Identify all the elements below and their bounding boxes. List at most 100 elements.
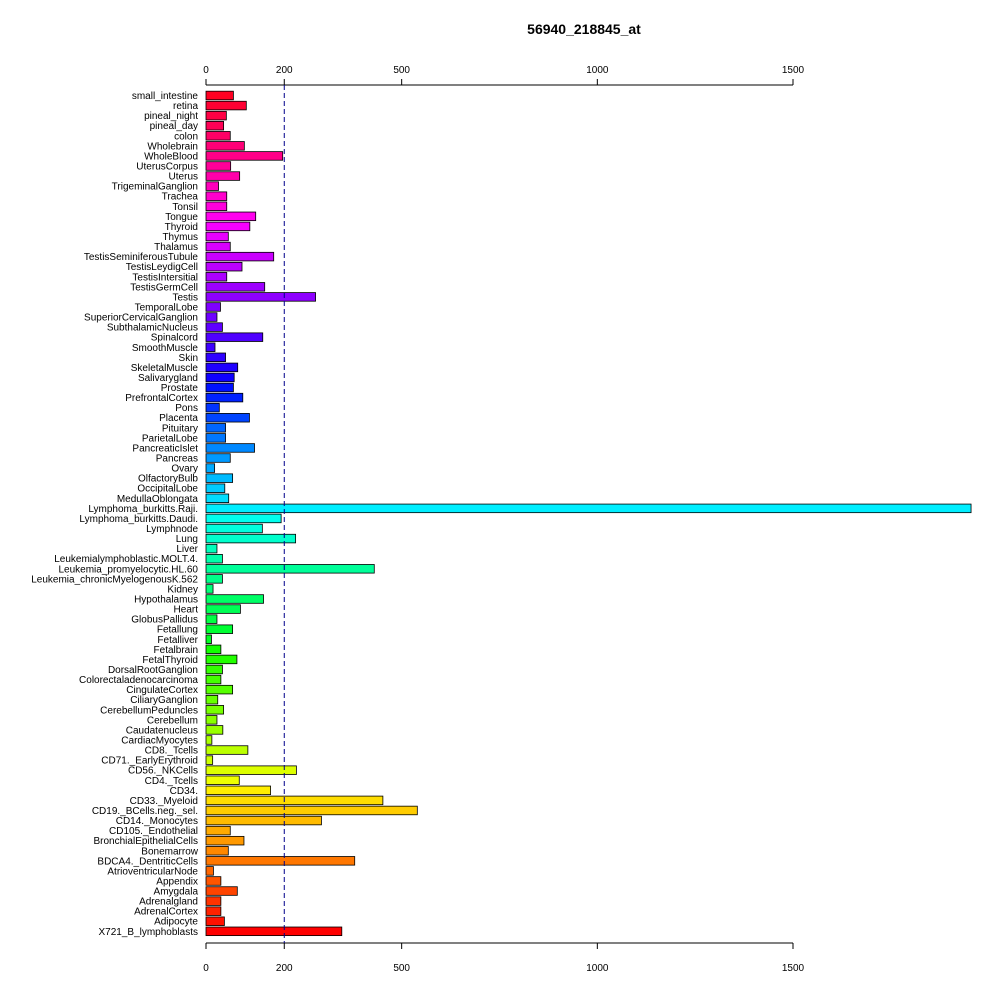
bar [205,221,251,232]
bar [205,644,222,655]
category-label: CD4._Tcells [145,776,198,787]
category-label: TemporalLobe [135,302,199,313]
category-label: CD14._Monocytes [116,816,198,827]
bar [205,715,218,725]
category-label: Fetallung [157,625,198,636]
bar [205,493,230,504]
bar [205,231,229,242]
bar [205,705,225,715]
category-label: colon [174,131,198,142]
bar [205,916,225,926]
category-label: Adrenalgland [139,897,198,908]
bar [205,261,243,272]
category-label: Pons [175,403,198,414]
bar [205,423,226,433]
category-label: Thalamus [154,242,198,253]
top-axis-tick-label: 1000 [586,65,609,76]
top-axis-tick-label: 200 [276,65,293,76]
category-label: Uterus [169,172,198,183]
category-label: OccipitalLobe [137,484,198,495]
bar [205,825,231,836]
category-label: ParietalLobe [142,433,199,444]
top-axis-tick-label: 1500 [782,65,805,76]
top-axis-tick-label: 0 [203,65,209,76]
bar [205,745,249,755]
bar [205,624,234,634]
bar [205,795,384,806]
category-label: Fetalliver [157,635,198,646]
bar [205,594,264,604]
bar [205,201,228,211]
category-label: PrefrontalCortex [125,393,198,404]
bottom-axis-tick-label: 200 [276,963,293,974]
category-label: OlfactoryBulb [138,474,198,485]
category-label: small_intestine [132,91,199,102]
category-label: UterusCorpus [136,161,198,172]
category-label: Caudatenucleus [126,725,198,736]
bar [205,251,275,262]
category-label: Lymphoma_burkitts.Daudi. [79,514,198,525]
bar [205,866,214,876]
bar [205,433,226,443]
category-label: CerebellumPeduncles [100,705,198,716]
category-label: Ovary [171,464,198,475]
bar [205,312,218,322]
bar [205,90,234,101]
top-axis-tick-label: 500 [393,65,410,76]
category-label: FetalThyroid [142,655,198,666]
bar [205,785,271,796]
category-label: CD71._EarlyErythroid [101,756,198,767]
category-label: Skin [179,353,198,364]
category-label: Thymus [162,232,198,243]
category-label: TrigeminalGanglion [112,182,198,193]
category-label: CD8._Tcells [145,746,198,757]
bar [205,564,375,574]
bar [205,110,227,121]
bar [205,554,223,564]
category-label: TestisIntersitial [132,272,198,283]
category-label: Heart [174,605,199,616]
category-label: SubthalamicNucleus [107,323,198,334]
bar [205,272,228,282]
bar [205,674,222,685]
category-label: Spinalcord [151,333,198,344]
category-label: SuperiorCervicalGanglion [84,313,198,324]
bar [205,896,222,906]
bar [205,775,240,785]
bar [205,473,234,483]
bar [205,131,231,141]
bar [205,382,234,393]
bar [205,523,263,534]
category-label: Leukemialymphoblastic.MOLT.4. [54,554,198,565]
bar [205,151,284,161]
category-label: Fetalbrain [154,645,198,656]
bar [205,292,316,302]
bar [205,483,226,493]
bar [205,755,214,765]
category-label: Tonsil [172,202,198,213]
category-label: Tongue [165,212,198,223]
chart-title: 56940_218845_at [527,21,641,37]
category-label: WholeBlood [144,151,198,162]
category-label: Hypothalamus [134,595,198,606]
bar [205,695,219,705]
category-label: Amygdala [154,887,199,898]
bar [205,664,223,675]
bar [205,725,224,735]
bar [205,513,282,524]
bar [205,352,226,363]
bar [205,835,245,846]
category-label: DorsalRootGanglion [108,665,198,676]
category-label: CardiacMyocytes [121,735,198,746]
bar [205,463,216,473]
bar [205,574,223,584]
category-label: TestisGermCell [130,282,198,293]
category-label: Appendix [156,876,198,887]
category-label: Pancreas [156,454,198,465]
bar [205,503,972,514]
bar [205,100,247,111]
bar [205,282,266,292]
bar [205,141,245,151]
bar [205,443,255,453]
